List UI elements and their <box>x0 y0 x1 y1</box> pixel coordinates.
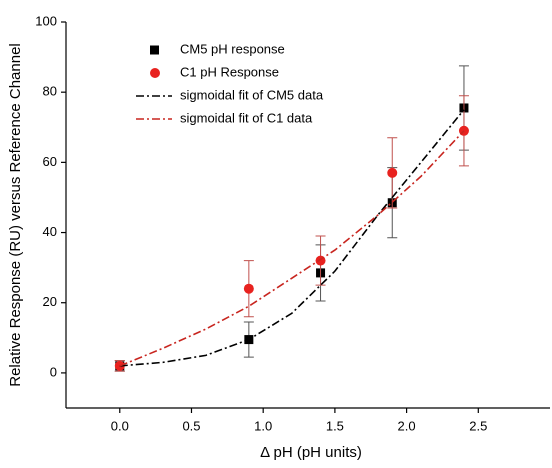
data-point <box>387 167 398 178</box>
y-axis-label: Relative Response (RU) versus Reference … <box>7 43 24 387</box>
legend-label: sigmoidal fit of C1 data <box>180 110 313 125</box>
x-tick-label: 1.0 <box>254 418 272 433</box>
legend-label: C1 pH Response <box>180 64 279 79</box>
x-axis-label: Δ pH (pH units) <box>260 444 362 461</box>
legend-label: CM5 pH response <box>180 41 285 56</box>
legend-marker <box>150 45 159 55</box>
legend-label: sigmoidal fit of CM5 data <box>180 87 324 102</box>
y-tick-label: 80 <box>43 84 57 99</box>
x-tick-label: 2.0 <box>398 418 416 433</box>
x-tick-label: 0.0 <box>111 418 129 433</box>
x-tick-label: 2.5 <box>469 418 487 433</box>
fit-line <box>119 130 465 367</box>
legend-marker <box>150 68 160 78</box>
y-tick-label: 60 <box>43 154 57 169</box>
y-tick-label: 100 <box>35 13 57 28</box>
x-tick-label: 0.5 <box>182 418 200 433</box>
y-tick-label: 40 <box>43 224 57 239</box>
x-tick-label: 1.5 <box>326 418 344 433</box>
fit-line <box>119 109 465 367</box>
data-point <box>315 255 326 266</box>
y-tick-label: 0 <box>50 364 57 379</box>
data-point <box>243 283 254 294</box>
y-tick-label: 20 <box>43 294 57 309</box>
